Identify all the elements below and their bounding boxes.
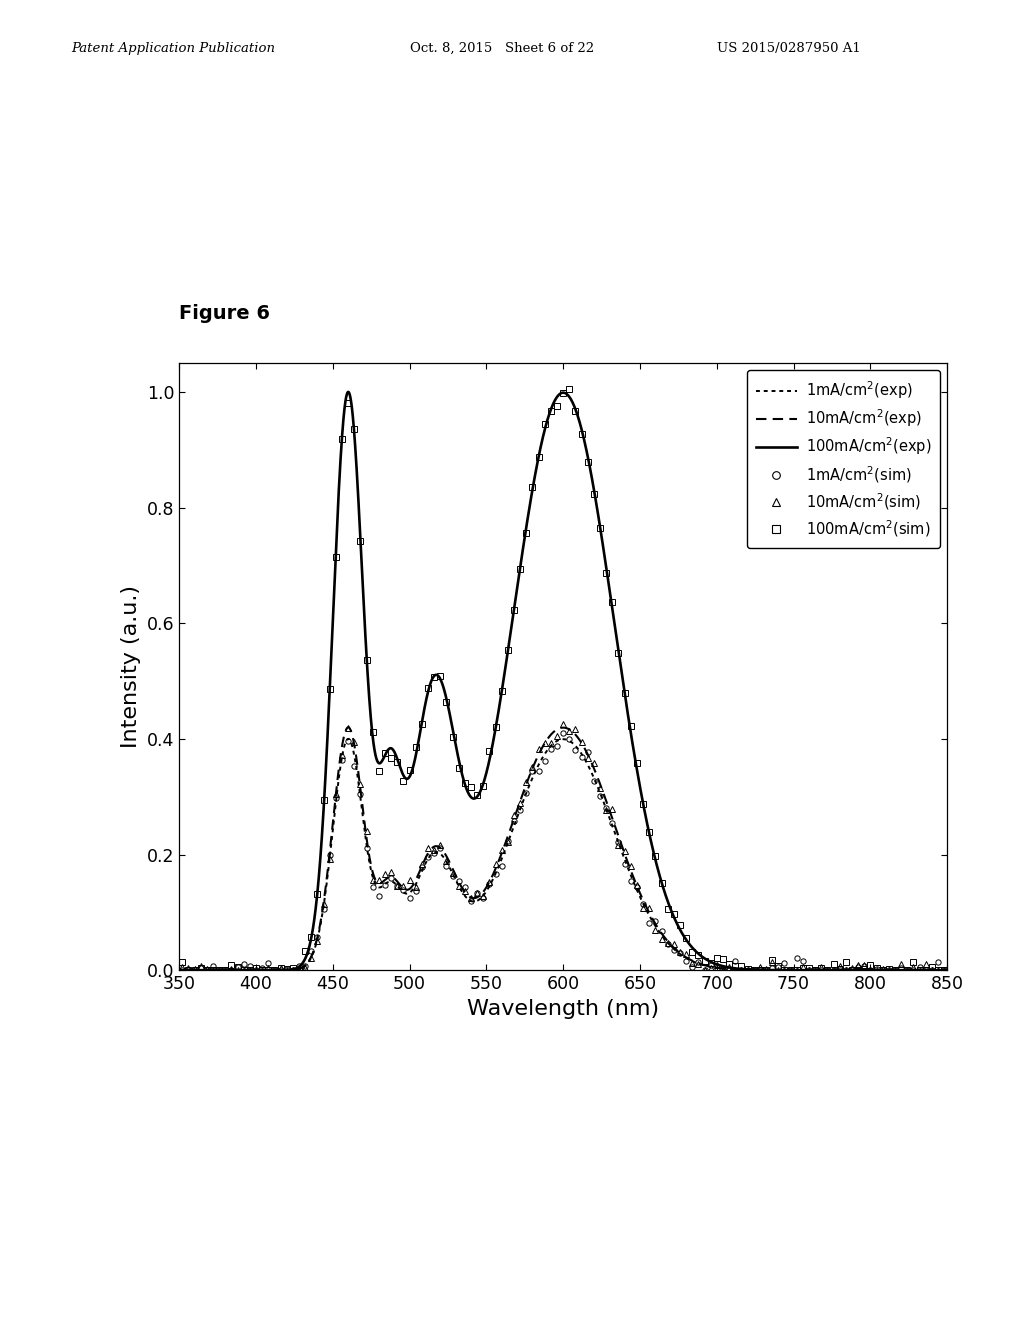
Text: Figure 6: Figure 6 (179, 305, 270, 323)
Text: Patent Application Publication: Patent Application Publication (72, 42, 275, 55)
Legend: 1mA/cm$^2$(exp), 10mA/cm$^2$(exp), 100mA/cm$^2$(exp), 1mA/cm$^2$(sim), 10mA/cm$^: 1mA/cm$^2$(exp), 10mA/cm$^2$(exp), 100mA… (748, 371, 940, 548)
X-axis label: Wavelength (nm): Wavelength (nm) (467, 999, 659, 1019)
Text: US 2015/0287950 A1: US 2015/0287950 A1 (717, 42, 860, 55)
Y-axis label: Intensity (a.u.): Intensity (a.u.) (121, 585, 141, 748)
Text: Oct. 8, 2015   Sheet 6 of 22: Oct. 8, 2015 Sheet 6 of 22 (410, 42, 594, 55)
